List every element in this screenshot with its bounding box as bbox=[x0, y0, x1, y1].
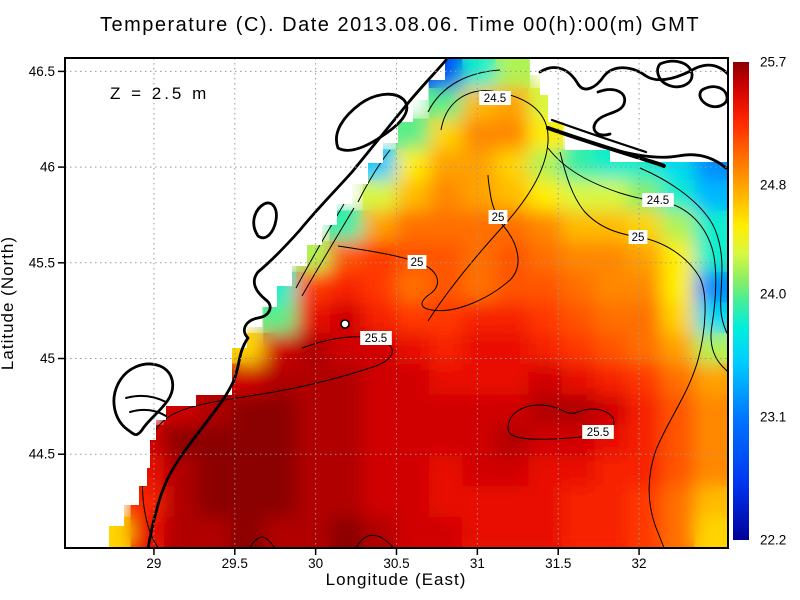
contour-label: 24.5 bbox=[484, 93, 506, 105]
x-tick-label: 29.5 bbox=[222, 556, 248, 571]
x-tick-label: 31.5 bbox=[545, 556, 571, 571]
contour-label: 25.5 bbox=[365, 333, 387, 345]
colorbar-tick-label: 24.8 bbox=[760, 177, 786, 192]
colorbar: 25.7 24.8 24.0 23.1 22.2 bbox=[733, 55, 786, 548]
y-tick-label: 46 bbox=[40, 160, 55, 175]
coastline bbox=[112, 58, 728, 548]
x-tick-label: 31 bbox=[470, 556, 485, 571]
contour-label: 24.5 bbox=[647, 195, 669, 207]
contour-label: 25 bbox=[632, 232, 645, 244]
station-marker bbox=[340, 319, 350, 329]
x-tick-label: 29 bbox=[146, 556, 161, 571]
y-tick-label: 44.5 bbox=[29, 447, 55, 462]
x-axis-label: Longitude (East) bbox=[325, 570, 467, 589]
y-tick-label: 46.5 bbox=[29, 64, 55, 79]
contour-labels: 24.5 25 24.5 25 25 25.5 25.5 bbox=[360, 91, 674, 439]
x-tick-label: 30 bbox=[308, 556, 323, 571]
colorbar-tick-label: 24.0 bbox=[760, 287, 786, 302]
colorbar-tick-label: 25.7 bbox=[760, 55, 786, 70]
contour-label: 25.5 bbox=[587, 427, 609, 439]
plot-border bbox=[64, 57, 729, 549]
grid-lines bbox=[65, 58, 728, 548]
contour-label: 25 bbox=[492, 212, 505, 224]
chart-title: Temperature (C). Date 2013.08.06. Time 0… bbox=[99, 14, 701, 36]
contour-label: 25 bbox=[411, 257, 424, 269]
y-tick-label: 45.5 bbox=[29, 255, 55, 270]
y-tick-label: 45 bbox=[40, 351, 55, 366]
axes: 29 29.5 30 30.5 31 31.5 32 44.5 45 45.5 46 46.5 bbox=[29, 64, 647, 571]
colorbar-tick-label: 22.2 bbox=[760, 533, 786, 548]
x-tick-label: 30.5 bbox=[383, 556, 409, 571]
depth-annotation: Z = 2.5 m bbox=[110, 84, 210, 103]
y-axis-label: Latitude (North) bbox=[0, 235, 17, 371]
x-tick-label: 32 bbox=[632, 556, 647, 571]
colorbar-tick-label: 23.1 bbox=[760, 410, 786, 425]
